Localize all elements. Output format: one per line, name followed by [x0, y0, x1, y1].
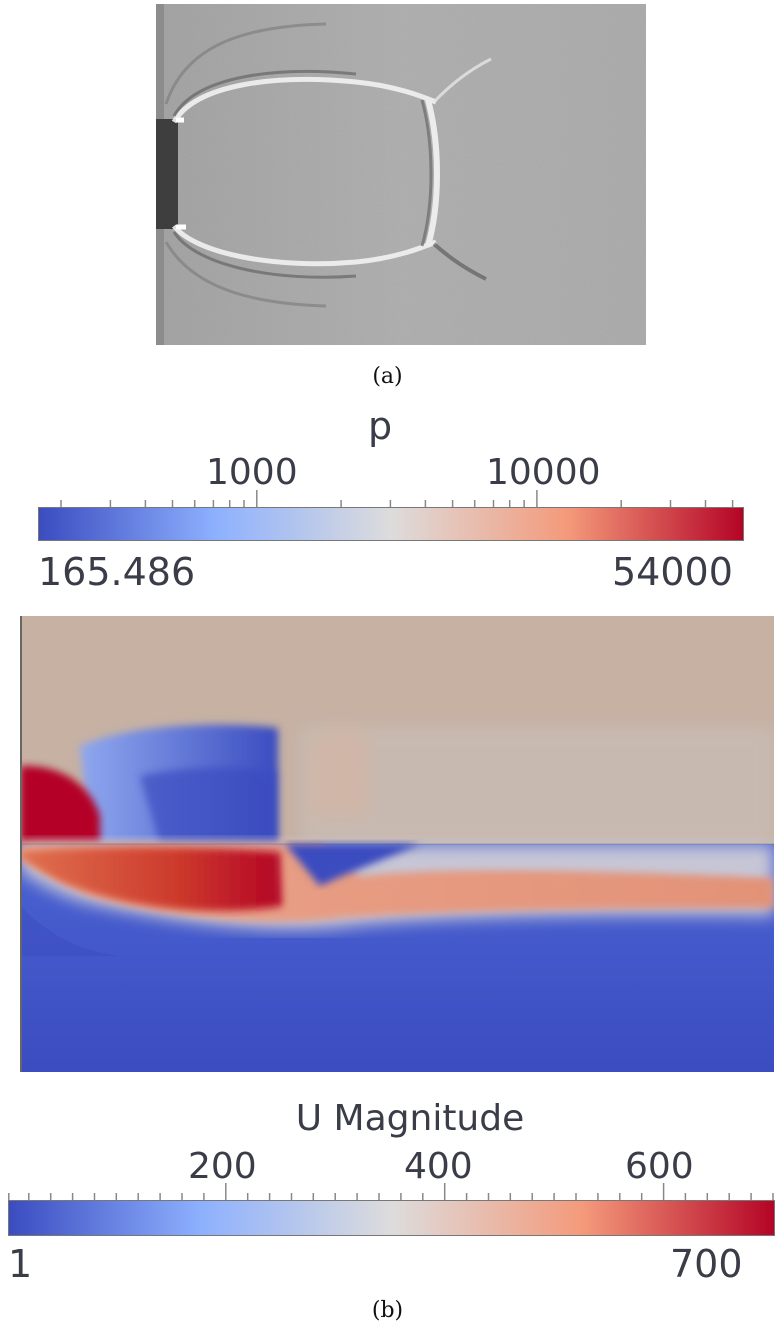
- panel-b-simulation-field: [20, 616, 774, 1072]
- velocity-tick-label: 400: [404, 1146, 473, 1187]
- panel-b-caption: (b): [371, 1298, 404, 1323]
- pressure-tick-label: 10000: [486, 452, 601, 493]
- panel-a-photograph: [156, 4, 646, 345]
- pressure-colorbar-max: 54000: [612, 550, 733, 594]
- velocity-colorbar-title: U Magnitude: [295, 1098, 525, 1139]
- velocity-colorbar-min: 1: [8, 1242, 33, 1286]
- velocity-colorbar-gradient: [8, 1200, 775, 1236]
- pressure-tick-label: 1000: [206, 452, 298, 493]
- field-plot: [20, 616, 774, 1072]
- schlieren-image: [156, 4, 646, 345]
- velocity-colorbar-max: 700: [670, 1242, 743, 1286]
- velocity-tick-label: 600: [625, 1146, 694, 1187]
- pressure-colorbar-gradient: [38, 507, 744, 541]
- velocity-tick-label: 200: [188, 1146, 257, 1187]
- pressure-colorbar-ticks: [60, 490, 734, 522]
- pressure-colorbar-min: 165.486: [38, 550, 196, 594]
- panel-a-caption: (a): [372, 364, 403, 389]
- pressure-colorbar-title: p: [367, 404, 393, 448]
